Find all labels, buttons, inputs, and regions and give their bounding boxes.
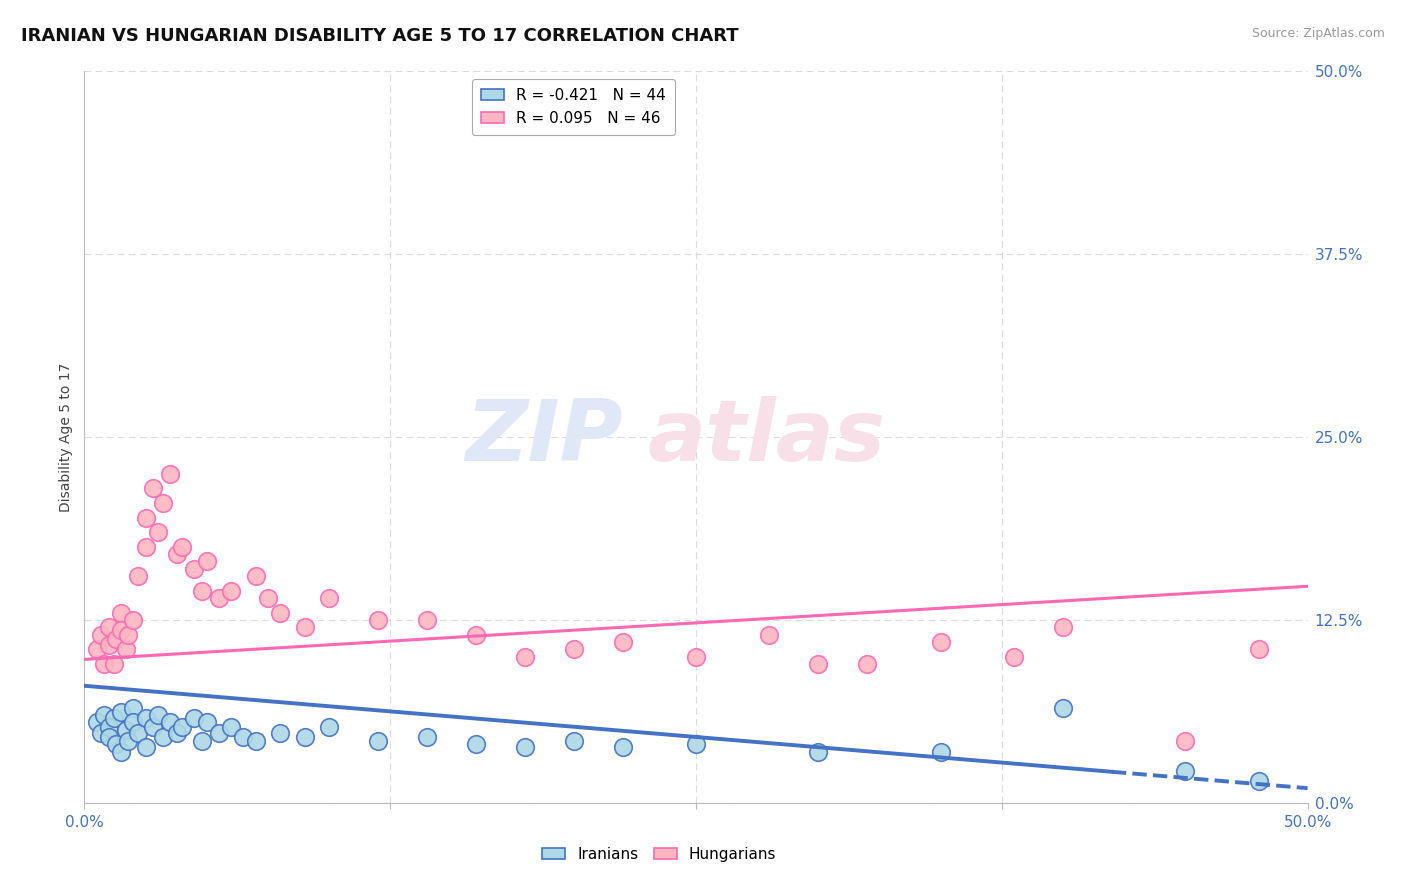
- Point: [135, 540, 157, 554]
- Point: [208, 591, 231, 605]
- Point: [257, 591, 280, 605]
- Point: [97, 730, 120, 744]
- Point: [159, 467, 181, 481]
- Point: [367, 613, 389, 627]
- Point: [135, 711, 157, 725]
- Point: [183, 562, 205, 576]
- Point: [127, 569, 149, 583]
- Point: [318, 720, 340, 734]
- Point: [612, 635, 634, 649]
- Point: [685, 649, 707, 664]
- Point: [115, 723, 138, 737]
- Legend: Iranians, Hungarians: Iranians, Hungarians: [536, 841, 783, 868]
- Point: [117, 627, 139, 641]
- Point: [122, 700, 145, 714]
- Point: [166, 725, 188, 739]
- Point: [219, 583, 242, 598]
- Point: [1247, 773, 1270, 788]
- Point: [159, 715, 181, 730]
- Point: [294, 730, 316, 744]
- Point: [110, 745, 132, 759]
- Point: [115, 642, 138, 657]
- Point: [685, 737, 707, 751]
- Point: [110, 705, 132, 719]
- Y-axis label: Disability Age 5 to 17: Disability Age 5 to 17: [59, 362, 73, 512]
- Point: [269, 725, 291, 739]
- Point: [1174, 734, 1197, 748]
- Point: [232, 730, 254, 744]
- Text: atlas: atlas: [647, 395, 886, 479]
- Point: [464, 627, 486, 641]
- Point: [86, 642, 108, 657]
- Text: ZIP: ZIP: [465, 395, 623, 479]
- Point: [513, 740, 536, 755]
- Point: [183, 711, 205, 725]
- Point: [807, 745, 830, 759]
- Text: Source: ZipAtlas.com: Source: ZipAtlas.com: [1251, 27, 1385, 40]
- Point: [513, 649, 536, 664]
- Point: [1002, 649, 1025, 664]
- Point: [110, 623, 132, 637]
- Point: [86, 715, 108, 730]
- Point: [142, 481, 165, 495]
- Point: [758, 627, 780, 641]
- Point: [90, 725, 112, 739]
- Point: [1052, 620, 1074, 634]
- Point: [93, 708, 115, 723]
- Point: [416, 730, 439, 744]
- Point: [135, 740, 157, 755]
- Point: [1247, 642, 1270, 657]
- Point: [142, 720, 165, 734]
- Point: [562, 642, 585, 657]
- Point: [294, 620, 316, 634]
- Point: [127, 725, 149, 739]
- Point: [105, 632, 128, 646]
- Point: [122, 715, 145, 730]
- Point: [245, 734, 267, 748]
- Point: [612, 740, 634, 755]
- Point: [416, 613, 439, 627]
- Point: [117, 734, 139, 748]
- Point: [807, 657, 830, 671]
- Point: [1052, 700, 1074, 714]
- Point: [172, 720, 194, 734]
- Point: [105, 737, 128, 751]
- Point: [318, 591, 340, 605]
- Point: [1174, 764, 1197, 778]
- Point: [146, 708, 169, 723]
- Point: [929, 635, 952, 649]
- Point: [195, 554, 218, 568]
- Point: [929, 745, 952, 759]
- Point: [464, 737, 486, 751]
- Point: [191, 734, 214, 748]
- Point: [97, 620, 120, 634]
- Point: [152, 496, 174, 510]
- Point: [146, 525, 169, 540]
- Point: [195, 715, 218, 730]
- Point: [367, 734, 389, 748]
- Point: [152, 730, 174, 744]
- Point: [122, 613, 145, 627]
- Point: [245, 569, 267, 583]
- Point: [208, 725, 231, 739]
- Text: IRANIAN VS HUNGARIAN DISABILITY AGE 5 TO 17 CORRELATION CHART: IRANIAN VS HUNGARIAN DISABILITY AGE 5 TO…: [21, 27, 738, 45]
- Point: [97, 638, 120, 652]
- Point: [166, 547, 188, 561]
- Point: [135, 510, 157, 524]
- Point: [172, 540, 194, 554]
- Point: [191, 583, 214, 598]
- Point: [103, 711, 125, 725]
- Point: [562, 734, 585, 748]
- Point: [103, 657, 125, 671]
- Point: [269, 606, 291, 620]
- Point: [110, 606, 132, 620]
- Point: [93, 657, 115, 671]
- Point: [219, 720, 242, 734]
- Point: [97, 720, 120, 734]
- Point: [856, 657, 879, 671]
- Point: [90, 627, 112, 641]
